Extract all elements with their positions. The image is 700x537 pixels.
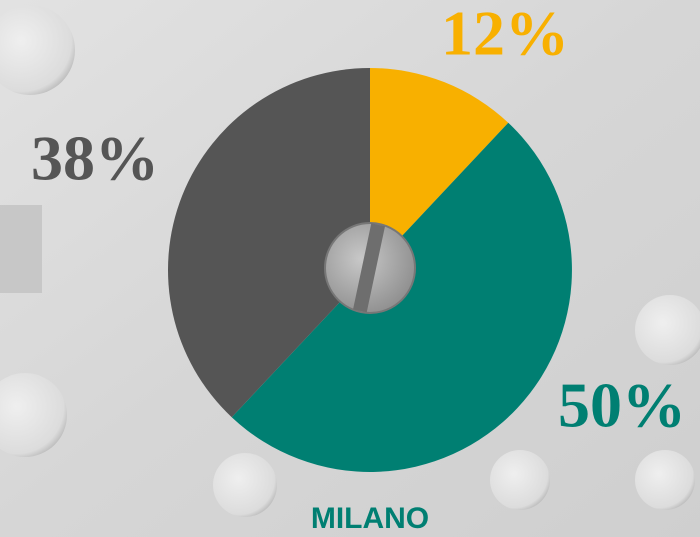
pie-slice (167, 68, 370, 418)
decor (0, 5, 700, 517)
value-label: 50% (558, 370, 686, 441)
value-label: 38% (31, 123, 159, 194)
value-label: 12% (441, 0, 569, 69)
center-screw (324, 222, 416, 314)
pie-slice (370, 68, 509, 270)
chart-title: MILANO (311, 502, 429, 535)
